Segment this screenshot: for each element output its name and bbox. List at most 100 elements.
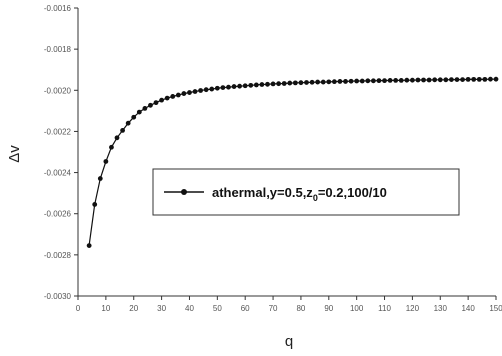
data-point xyxy=(432,77,438,83)
data-point xyxy=(109,144,114,150)
x-tick-label: 40 xyxy=(185,304,194,313)
data-point xyxy=(343,79,348,84)
data-point xyxy=(97,176,103,181)
data-point xyxy=(421,77,426,83)
data-point xyxy=(387,78,393,83)
data-point xyxy=(131,114,137,120)
data-point xyxy=(426,77,432,83)
data-point xyxy=(276,81,282,87)
data-point xyxy=(226,84,231,90)
data-point xyxy=(220,85,226,91)
data-point xyxy=(270,81,276,87)
y-tick-label: -0.0016 xyxy=(44,4,72,13)
data-point xyxy=(404,77,410,83)
data-point xyxy=(265,81,270,87)
data-point xyxy=(164,95,170,101)
data-point xyxy=(114,135,120,141)
data-point xyxy=(465,76,471,82)
data-point xyxy=(287,80,293,86)
x-tick-label: 30 xyxy=(157,304,166,313)
x-tick-label: 60 xyxy=(241,304,250,313)
data-point xyxy=(393,78,399,83)
data-point xyxy=(136,109,142,115)
data-point xyxy=(242,83,248,89)
data-point xyxy=(476,76,482,82)
data-point xyxy=(443,77,449,83)
data-point xyxy=(337,79,343,84)
x-tick-label: 140 xyxy=(461,304,475,313)
data-point xyxy=(86,243,92,249)
data-point xyxy=(471,76,477,82)
x-tick-label: 90 xyxy=(324,304,333,313)
x-tick-label: 110 xyxy=(378,304,391,313)
x-tick-label: 130 xyxy=(434,304,448,313)
data-point xyxy=(198,88,204,93)
data-point xyxy=(354,78,360,84)
data-point xyxy=(103,159,109,164)
data-point xyxy=(449,77,454,82)
data-point xyxy=(203,87,209,93)
x-axis-title: q xyxy=(285,333,293,350)
x-tick-label: 0 xyxy=(76,304,81,313)
data-point xyxy=(159,97,165,103)
data-point xyxy=(175,92,181,98)
data-point xyxy=(415,77,421,83)
legend-label-subscript: 0 xyxy=(313,193,318,203)
y-tick-label: -0.0018 xyxy=(44,45,72,54)
data-point xyxy=(237,83,243,89)
data-point xyxy=(454,77,460,82)
data-point xyxy=(320,79,326,85)
data-point xyxy=(410,77,415,83)
x-tick-label: 150 xyxy=(489,304,502,313)
data-point xyxy=(92,202,98,207)
data-point xyxy=(488,76,493,82)
data-point xyxy=(359,78,365,84)
data-point xyxy=(125,120,131,126)
data-point xyxy=(482,76,488,82)
data-point xyxy=(253,82,259,88)
data-point xyxy=(170,94,176,99)
data-point xyxy=(365,78,371,84)
data-point xyxy=(348,78,354,84)
y-tick-label: -0.0028 xyxy=(44,251,72,260)
data-point xyxy=(315,79,321,85)
y-tick-label: -0.0030 xyxy=(44,292,72,301)
data-point xyxy=(460,77,465,82)
y-tick-label: -0.0026 xyxy=(44,210,72,219)
data-point xyxy=(298,80,304,86)
legend-label: athermal,y=0.5,z0=0.2,100/10 xyxy=(212,185,387,203)
y-tick-label: -0.0020 xyxy=(44,86,72,95)
data-point xyxy=(153,100,159,106)
data-point xyxy=(214,85,220,91)
data-point xyxy=(248,82,254,88)
data-point xyxy=(148,102,153,108)
x-tick-label: 120 xyxy=(406,304,420,313)
legend: athermal,y=0.5,z0=0.2,100/10 xyxy=(152,168,460,216)
data-point xyxy=(493,76,499,82)
x-tick-label: 10 xyxy=(101,304,110,313)
y-axis-title: Δv xyxy=(6,145,23,163)
data-point xyxy=(326,79,332,85)
data-point xyxy=(120,127,125,133)
legend-marker xyxy=(181,189,187,195)
data-point xyxy=(370,78,376,84)
x-tick-label: 50 xyxy=(213,304,222,313)
data-point xyxy=(181,91,187,96)
x-tick-label: 70 xyxy=(269,304,278,313)
y-tick-label: -0.0024 xyxy=(44,169,72,178)
x-tick-label: 80 xyxy=(296,304,305,313)
data-point xyxy=(331,79,337,85)
data-point xyxy=(192,89,198,94)
data-point xyxy=(292,80,298,86)
x-tick-label: 100 xyxy=(350,304,364,313)
data-point xyxy=(376,78,382,84)
data-point xyxy=(259,82,265,87)
legend-label-main: athermal,y=0.5,z xyxy=(212,185,313,200)
data-point xyxy=(187,90,192,95)
data-point xyxy=(209,86,215,92)
legend-label-suffix: =0.2,100/10 xyxy=(318,185,387,200)
data-point xyxy=(281,81,287,86)
data-point xyxy=(437,77,443,83)
y-tick-label: -0.0022 xyxy=(44,127,72,136)
